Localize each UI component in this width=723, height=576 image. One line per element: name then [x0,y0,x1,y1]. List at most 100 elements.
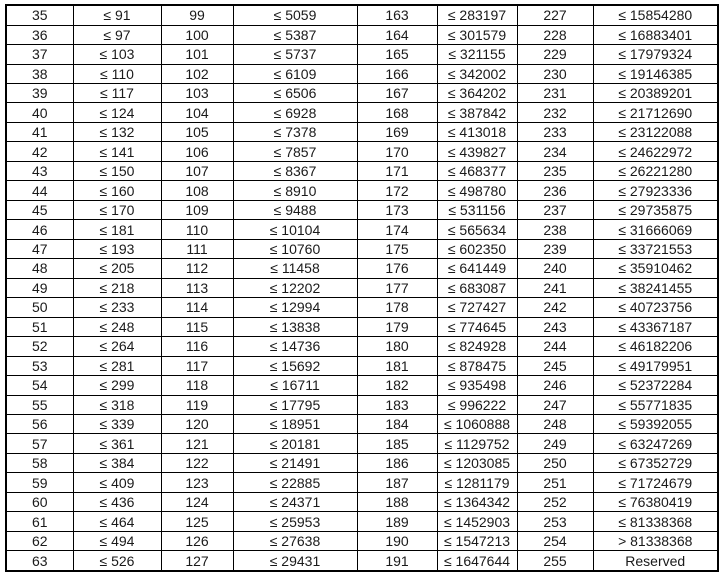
table-cell-index: 245 [516,355,594,377]
table-cell-index: 172 [356,180,438,201]
table-cell-value: ≤ 16711 [232,375,358,396]
table-cell-value: ≤ 71724679 [592,472,719,493]
table-cell-index: 41 [5,121,74,143]
table-cell-index: 244 [516,336,594,357]
table-cell-index: 177 [356,277,438,299]
table-cell-index: 237 [516,199,594,221]
table-cell-value: ≤ 301579 [436,24,518,46]
table-cell-index: 42 [5,141,74,162]
table-cell-index: 117 [160,355,234,377]
table-cell-value: ≤ 11458 [232,258,358,279]
table-cell-value: ≤ 1129752 [436,433,518,454]
table-cell-index: 52 [5,336,74,357]
table-cell-value: ≤ 67352729 [592,452,719,474]
table-cell-value: ≤ 6506 [232,83,358,104]
table-cell-value: ≤ 19146385 [592,63,719,85]
table-cell-index: 36 [5,24,74,46]
table-cell-value: ≤ 6109 [232,63,358,85]
table-cell-index: 45 [5,199,74,221]
table-cell-value: > 81338368 [592,530,719,552]
table-cell-index: 122 [160,452,234,474]
table-cell-index: 44 [5,180,74,201]
table-cell-index: 61 [5,511,74,532]
table-cell-index: 187 [356,472,438,493]
table-row: 47 ≤ 193 111 ≤ 10760 175 ≤ 602350 239 ≤ 3372155… [5,238,719,260]
table-cell-index: 243 [516,316,594,338]
table-cell-value: ≤ 321155 [436,44,518,65]
table-cell-index: 106 [160,141,234,162]
table-row: 62 ≤ 494 126 ≤ 27638 190 ≤ 1547213 254 > 813383… [5,530,719,552]
table-cell-value: ≤ 38241455 [592,277,719,299]
table-cell-value: ≤ 15854280 [592,4,719,26]
table-cell-value: ≤ 81338368 [592,511,719,532]
table-cell-value: ≤ 409 [72,472,162,493]
table-cell-index: 56 [5,413,74,435]
table-cell-value: ≤ 124 [72,102,162,123]
lookup-table: 35 ≤ 91 99 ≤ 5059 163 ≤ 283197 227 ≤ 15854280 36… [5,4,719,572]
table-cell-value: ≤ 205 [72,258,162,279]
table-cell-value: ≤ 494 [72,530,162,552]
table-cell-value: ≤ 193 [72,238,162,260]
table-row: 40 ≤ 124 104 ≤ 6928 168 ≤ 387842 232 ≤ 21712690 [5,102,719,123]
table-cell-index: 112 [160,258,234,279]
table-cell-index: 116 [160,336,234,357]
table-cell-value: ≤ 31666069 [592,219,719,240]
table-cell-index: 40 [5,102,74,123]
table-row: 52 ≤ 264 116 ≤ 14736 180 ≤ 824928 244 ≤ 4618220… [5,336,719,357]
table-row: 37 ≤ 103 101 ≤ 5737 165 ≤ 321155 229 ≤ 17979324 [5,44,719,65]
table-cell-value: ≤ 13838 [232,316,358,338]
table-cell-value: ≤ 150 [72,160,162,182]
table-cell-value: ≤ 46182206 [592,336,719,357]
table-cell-value: ≤ 27638 [232,530,358,552]
table-cell-index: 163 [356,4,438,26]
table-cell-value: ≤ 49179951 [592,355,719,377]
table-row: 45 ≤ 170 109 ≤ 9488 173 ≤ 531156 237 ≤ 29735875 [5,199,719,221]
table-body: 35 ≤ 91 99 ≤ 5059 163 ≤ 283197 227 ≤ 15854280 36… [5,4,719,572]
table-row: 38 ≤ 110 102 ≤ 6109 166 ≤ 342002 230 ≤ 19146385 [5,63,719,85]
table-cell-index: 60 [5,491,74,513]
table-cell-index: 51 [5,316,74,338]
table-cell-index: 255 [516,550,594,572]
table-row: 63 ≤ 526 127 ≤ 29431 191 ≤ 1647644 255 Reserved [5,550,719,572]
table-cell-value: ≤ 35910462 [592,258,719,279]
table-cell-index: 227 [516,4,594,26]
table-cell-index: 99 [160,4,234,26]
table-cell-index: 59 [5,472,74,493]
table-cell-value: ≤ 364202 [436,83,518,104]
table-cell-index: 232 [516,102,594,123]
table-cell-index: 251 [516,472,594,493]
table-cell-value: ≤ 132 [72,121,162,143]
table-cell-value: ≤ 40723756 [592,297,719,318]
table-cell-value: ≤ 10104 [232,219,358,240]
table-row: 51 ≤ 248 115 ≤ 13838 179 ≤ 774645 243 ≤ 4336718… [5,316,719,338]
table-cell-value: ≤ 281 [72,355,162,377]
table-cell-value: ≤ 727427 [436,297,518,318]
table-cell-index: 114 [160,297,234,318]
table-cell-index: 164 [356,24,438,46]
table-cell-index: 124 [160,491,234,513]
table-cell-value: ≤ 248 [72,316,162,338]
table-cell-index: 183 [356,394,438,415]
table-cell-value: ≤ 43367187 [592,316,719,338]
table-cell-value: ≤ 464 [72,511,162,532]
table-cell-index: 249 [516,433,594,454]
table-row: 43 ≤ 150 107 ≤ 8367 171 ≤ 468377 235 ≤ 26221280 [5,160,719,182]
table-cell-value: ≤ 468377 [436,160,518,182]
table-cell-value: ≤ 1060888 [436,413,518,435]
table-cell-value: ≤ 1364342 [436,491,518,513]
table-cell-value: ≤ 6928 [232,102,358,123]
table-cell-index: 126 [160,530,234,552]
table-cell-index: 191 [356,550,438,572]
table-cell-index: 123 [160,472,234,493]
table-row: 56 ≤ 339 120 ≤ 18951 184 ≤ 1060888 248 ≤ 593920… [5,413,719,435]
table-cell-index: 235 [516,160,594,182]
table-row: 60 ≤ 436 124 ≤ 24371 188 ≤ 1364342 252 ≤ 763804… [5,491,719,513]
table-cell-value: ≤ 935498 [436,375,518,396]
table-cell-index: 246 [516,375,594,396]
table-cell-index: 169 [356,121,438,143]
table-cell-index: 165 [356,44,438,65]
table-cell-value: ≤ 21712690 [592,102,719,123]
table-cell-index: 176 [356,258,438,279]
table-cell-value: ≤ 361 [72,433,162,454]
table-cell-value: ≤ 342002 [436,63,518,85]
